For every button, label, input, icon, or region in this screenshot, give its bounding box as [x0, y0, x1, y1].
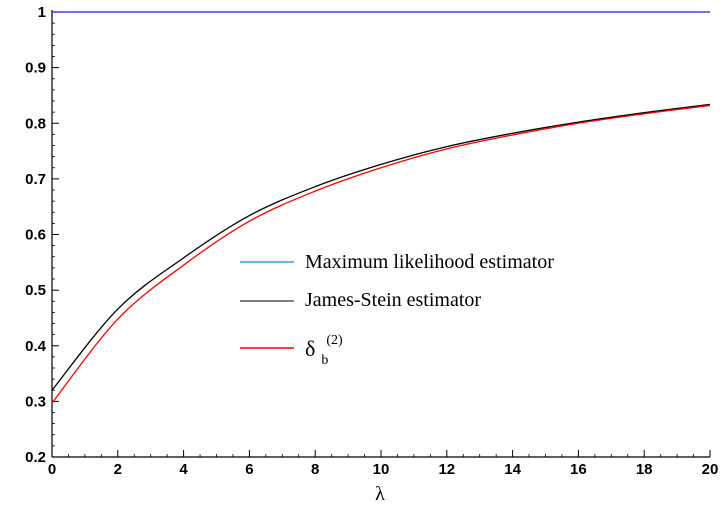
- x-tick-label-0: 0: [48, 461, 56, 478]
- y-tick-label-7: 0.9: [25, 60, 46, 77]
- x-axis-label: λ: [375, 483, 385, 505]
- y-tick-label-2: 0.4: [25, 338, 47, 355]
- legend-label-0: Maximum likelihood estimator: [305, 251, 554, 273]
- x-tick-label-2: 4: [179, 461, 188, 478]
- axes: [51, 10, 710, 458]
- x-tick-label-10: 20: [702, 461, 719, 478]
- series-lines: [51, 11, 711, 404]
- legend-label-2-sup: (2): [326, 333, 343, 348]
- ticks: 0 2 4 6 8 10 12 14 16 18 20 0.2 0.3 0.4 0.5 0.6 0.7 0.8 0.…: [25, 4, 718, 478]
- x-tick-label-5: 10: [373, 461, 390, 478]
- legend-label-2: δ b (2): [305, 333, 343, 369]
- y-tick-label-4: 0.6: [25, 227, 46, 244]
- y-tick-label-8: 1: [38, 4, 46, 21]
- y-tick-label-3: 0.5: [25, 282, 46, 299]
- series-line-1: [51, 103, 711, 391]
- x-tick-label-9: 18: [636, 461, 653, 478]
- y-tick-label-5: 0.7: [25, 171, 46, 188]
- series-line-2: [51, 104, 711, 404]
- legend-label-2-sub: b: [321, 353, 328, 368]
- legend: Maximum likelihood estimator James-Stein…: [240, 251, 554, 369]
- y-tick-label-1: 0.3: [25, 393, 46, 410]
- legend-label-1: James-Stein estimator: [305, 289, 481, 311]
- x-tick-label-3: 6: [245, 461, 253, 478]
- x-tick-label-1: 2: [114, 461, 122, 478]
- x-tick-label-4: 8: [311, 461, 319, 478]
- x-tick-label-8: 16: [570, 461, 587, 478]
- x-tick-label-6: 12: [438, 461, 455, 478]
- y-tick-label-6: 0.8: [25, 115, 46, 132]
- x-tick-label-7: 14: [504, 461, 521, 478]
- legend-label-2-main: δ: [305, 336, 315, 361]
- y-tick-label-0: 0.2: [25, 449, 46, 466]
